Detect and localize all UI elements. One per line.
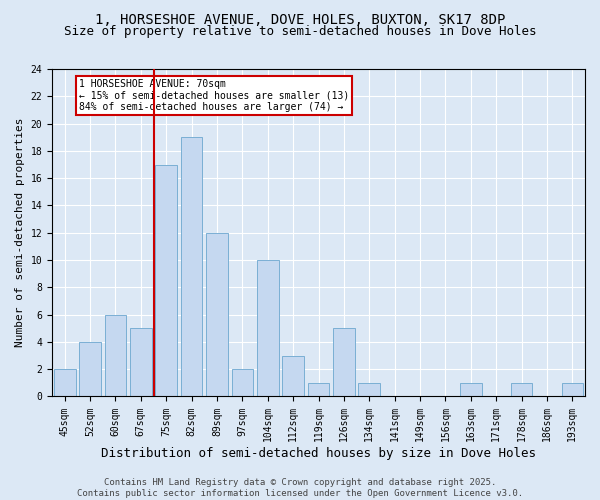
Bar: [79, 342, 101, 396]
Text: 1 HORSESHOE AVENUE: 70sqm
← 15% of semi-detached houses are smaller (13)
84% of : 1 HORSESHOE AVENUE: 70sqm ← 15% of semi-…: [79, 79, 349, 112]
Bar: [562, 383, 583, 396]
Bar: [333, 328, 355, 396]
X-axis label: Distribution of semi-detached houses by size in Dove Holes: Distribution of semi-detached houses by …: [101, 447, 536, 460]
Text: 1, HORSESHOE AVENUE, DOVE HOLES, BUXTON, SK17 8DP: 1, HORSESHOE AVENUE, DOVE HOLES, BUXTON,…: [95, 12, 505, 26]
Bar: [54, 369, 76, 396]
Bar: [257, 260, 278, 396]
Text: Size of property relative to semi-detached houses in Dove Holes: Size of property relative to semi-detach…: [64, 25, 536, 38]
Bar: [130, 328, 152, 396]
Bar: [358, 383, 380, 396]
Bar: [232, 369, 253, 396]
Bar: [283, 356, 304, 397]
Bar: [206, 232, 228, 396]
Bar: [460, 383, 482, 396]
Bar: [181, 137, 202, 396]
Y-axis label: Number of semi-detached properties: Number of semi-detached properties: [15, 118, 25, 348]
Bar: [308, 383, 329, 396]
Bar: [511, 383, 532, 396]
Bar: [104, 314, 126, 396]
Text: Contains HM Land Registry data © Crown copyright and database right 2025.
Contai: Contains HM Land Registry data © Crown c…: [77, 478, 523, 498]
Bar: [155, 164, 177, 396]
